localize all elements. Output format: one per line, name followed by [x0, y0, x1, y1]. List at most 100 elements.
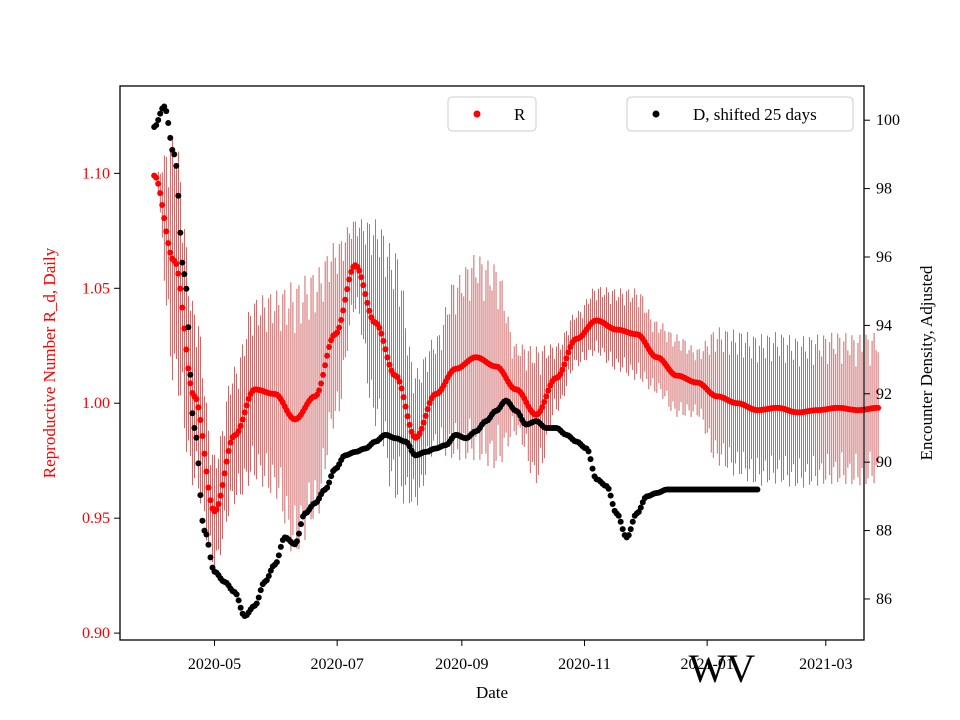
d-point	[625, 532, 632, 539]
d-point	[615, 512, 622, 519]
r-point	[175, 270, 182, 277]
d-point	[609, 501, 616, 508]
d-point	[207, 554, 214, 561]
r-point	[384, 354, 391, 361]
right-tick-label: 90	[876, 454, 892, 471]
d-point	[265, 572, 272, 579]
d-point	[173, 162, 180, 169]
r-point	[559, 366, 566, 373]
r-point	[205, 484, 212, 491]
d-point	[205, 541, 212, 548]
d-point	[237, 604, 244, 611]
r-point	[338, 317, 345, 324]
x-axis: 2020-05 2020-07 2020-09 2020-11 2021-01 2021-…	[188, 640, 852, 673]
r-point	[199, 433, 206, 440]
r-point	[362, 291, 369, 298]
r-point	[541, 399, 548, 406]
d-point	[619, 526, 626, 533]
x-axis-label: Date	[476, 683, 508, 702]
d-point	[165, 120, 172, 127]
r-point	[563, 355, 570, 362]
r-point	[195, 404, 202, 411]
legend-r: R	[447, 96, 537, 132]
d-point	[585, 448, 592, 455]
r-point	[416, 430, 423, 437]
r-point	[545, 387, 552, 394]
right-axis: 86 88 90 92 94 96 98 100	[864, 112, 900, 608]
left-tick-label: 0.95	[82, 510, 110, 527]
r-point	[320, 371, 327, 378]
d-point	[324, 484, 331, 491]
d-point	[169, 146, 176, 153]
d-point	[197, 492, 204, 499]
d-series	[151, 103, 761, 620]
right-tick-label: 94	[876, 317, 892, 334]
r-point	[245, 395, 252, 402]
d-point	[161, 103, 168, 110]
left-tick-label: 0.90	[82, 625, 110, 642]
r-point	[223, 458, 230, 465]
legend-r-marker	[473, 110, 481, 118]
r-series	[151, 136, 882, 568]
d-point	[617, 518, 624, 525]
d-point	[191, 424, 198, 431]
d-point	[637, 504, 644, 511]
left-tick-label: 1.00	[82, 395, 110, 412]
right-tick-label: 100	[876, 112, 900, 129]
plot-frame	[119, 85, 865, 641]
d-point	[155, 116, 162, 123]
d-point	[189, 410, 196, 417]
legend-r-box	[447, 96, 537, 132]
r-point	[243, 402, 250, 409]
x-tick-label: 2020-07	[311, 656, 364, 673]
r-point	[418, 425, 425, 432]
r-point	[426, 400, 433, 407]
r-point	[324, 352, 331, 359]
r-point	[217, 492, 224, 499]
r-point	[875, 404, 882, 411]
r-point	[344, 286, 351, 293]
d-point	[293, 538, 300, 545]
d-point	[629, 518, 636, 525]
x-tick-label: 2020-05	[188, 656, 241, 673]
r-point	[183, 346, 190, 353]
r-point	[356, 267, 363, 274]
d-point	[297, 521, 304, 528]
right-tick-label: 88	[876, 523, 892, 540]
d-point	[605, 485, 612, 492]
r-point	[380, 338, 387, 345]
r-point	[396, 378, 403, 385]
left-tick-label: 1.05	[82, 280, 110, 297]
y-left-axis-label: Reproductive Number R_d, Daily	[40, 247, 59, 478]
d-point	[185, 324, 192, 331]
legend-d-label: D, shifted 25 days	[693, 105, 817, 124]
r-point	[322, 362, 329, 369]
r-point	[239, 416, 246, 423]
d-point	[157, 110, 164, 117]
r-point	[167, 249, 174, 256]
r-point	[404, 413, 411, 420]
r-point	[336, 324, 343, 331]
d-point	[183, 285, 190, 292]
x-tick-label: 2020-09	[435, 656, 488, 673]
r-point	[346, 276, 353, 283]
legend-d-box	[626, 96, 854, 132]
r-point	[400, 394, 407, 401]
r-point	[157, 190, 164, 197]
legend-d-marker	[652, 110, 660, 118]
r-point	[358, 274, 365, 281]
r-point	[161, 215, 168, 222]
r-point	[326, 344, 333, 351]
d-point	[326, 479, 333, 486]
r-point	[237, 422, 244, 429]
d-point	[195, 460, 202, 467]
r-point	[153, 174, 160, 181]
r-point	[225, 448, 232, 455]
right-tick-label: 92	[876, 386, 892, 403]
r-point	[316, 387, 323, 394]
r-point	[177, 285, 184, 292]
d-point	[275, 552, 282, 559]
r-point	[207, 497, 214, 504]
r-point	[187, 380, 194, 387]
r-point	[424, 406, 431, 413]
